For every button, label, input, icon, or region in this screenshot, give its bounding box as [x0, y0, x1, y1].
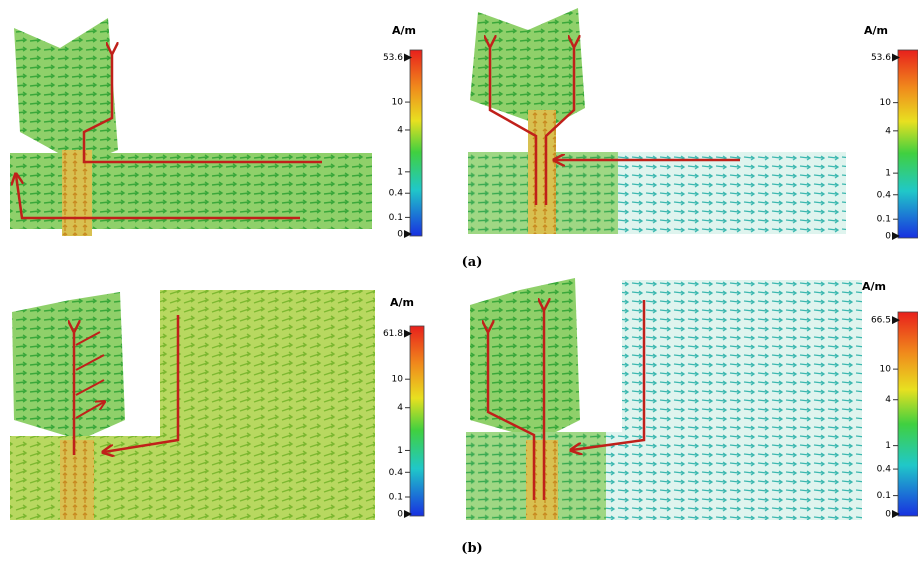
tick-label: 0.4: [389, 189, 404, 199]
unit-label: A/m: [864, 24, 888, 37]
tick-label: 0: [885, 509, 891, 519]
field-plot: [10, 290, 375, 520]
tick-label: 0.1: [877, 491, 891, 501]
tick-label: 53.6: [383, 53, 403, 63]
tick-label: 4: [397, 125, 403, 135]
tick-label: 1: [397, 167, 403, 177]
tick-label: 0: [397, 230, 403, 240]
tick-label: 66.5: [871, 316, 891, 326]
slider-marker: [404, 510, 412, 518]
tick-label: 0: [885, 232, 891, 242]
slider-marker: [892, 510, 900, 518]
colorbar: [897, 49, 918, 239]
slider-marker: [404, 329, 412, 338]
tick-label: 1: [885, 441, 891, 451]
tick-label: 10: [392, 375, 404, 385]
slider-marker: [892, 53, 900, 62]
tick-label: 0.4: [389, 468, 404, 478]
slider-marker: [404, 53, 412, 62]
field-plot: [468, 8, 846, 234]
tick-label: 0.1: [389, 493, 403, 503]
tick-label: 10: [880, 365, 892, 375]
field-plot: [10, 18, 372, 236]
tick-label: 0.4: [877, 190, 892, 200]
tick-label: 10: [880, 98, 892, 108]
tick-label: 1: [397, 446, 403, 456]
colorbar: [409, 325, 425, 517]
tick-label: 4: [885, 395, 891, 405]
tick-label: 0.1: [877, 215, 891, 225]
tick-label: 4: [885, 126, 891, 136]
caption: (b): [461, 541, 482, 556]
tick-label: 4: [397, 403, 403, 413]
field-plot: [466, 278, 862, 520]
colorbar: [897, 311, 918, 517]
tick-label: 0.4: [877, 465, 892, 475]
unit-label: A/m: [390, 296, 414, 309]
tick-label: 61.8: [383, 329, 403, 339]
colorbar: [409, 49, 423, 237]
tick-label: 0: [397, 510, 403, 520]
slider-marker: [404, 230, 412, 238]
tick-label: 0.1: [389, 213, 403, 223]
unit-label: A/m: [392, 24, 416, 37]
tick-label: 53.6: [871, 53, 891, 63]
caption: (a): [462, 255, 483, 270]
tick-label: 10: [392, 98, 404, 108]
slider-marker: [892, 316, 900, 325]
unit-label: A/m: [862, 280, 886, 293]
tick-label: 1: [885, 169, 891, 179]
slider-marker: [892, 232, 900, 240]
